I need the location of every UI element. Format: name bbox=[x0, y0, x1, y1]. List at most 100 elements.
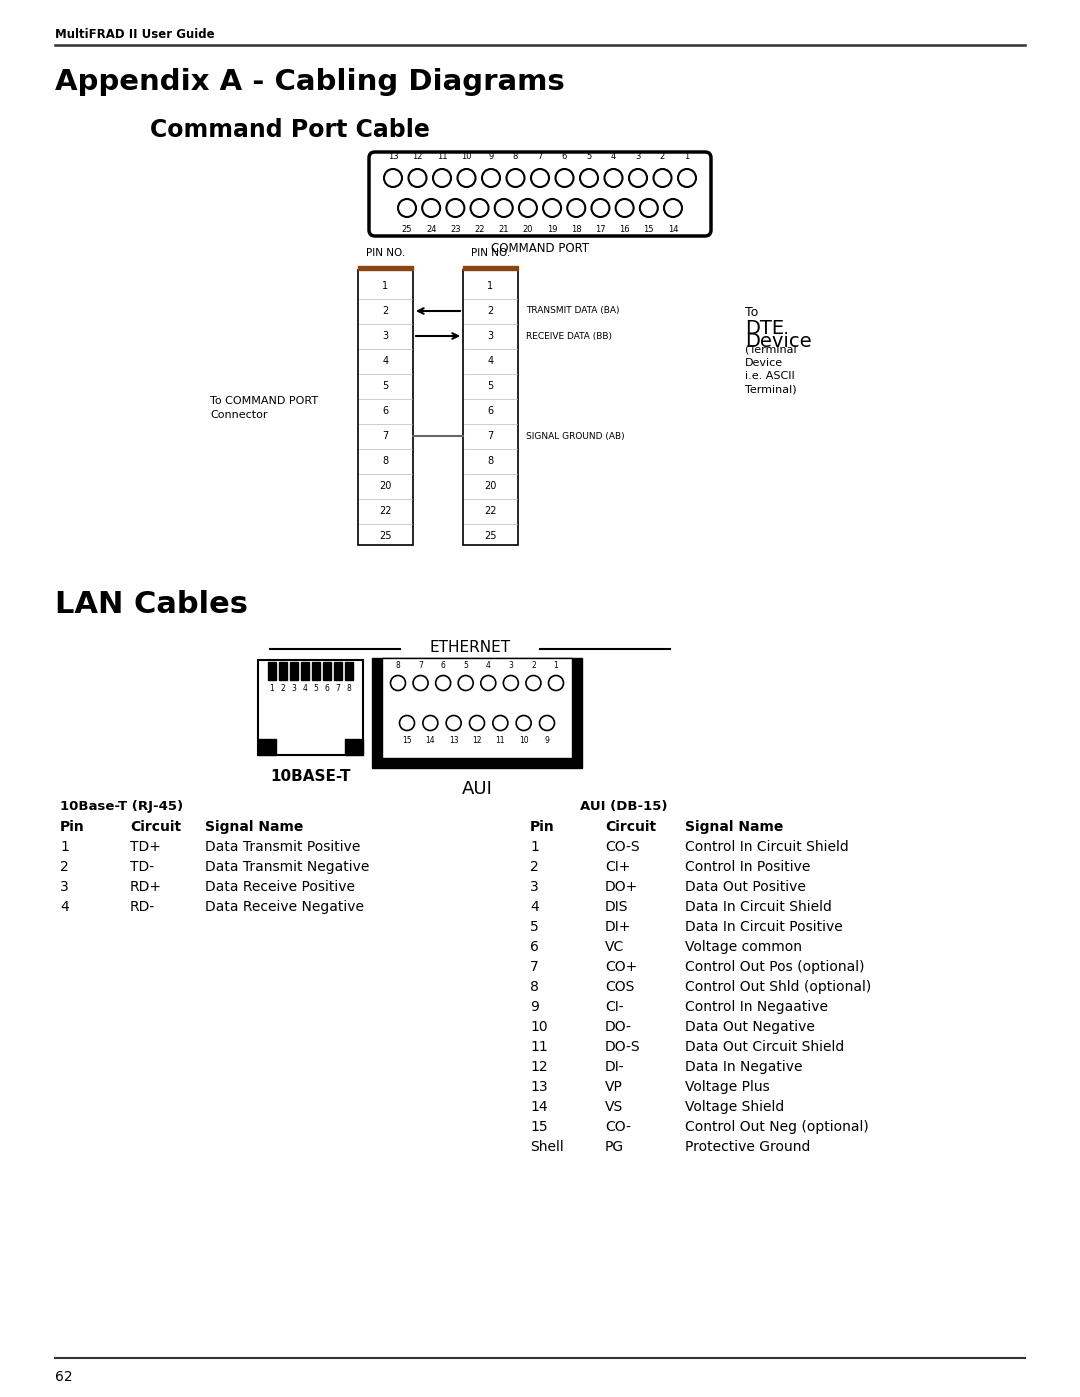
Text: 12: 12 bbox=[472, 736, 482, 745]
Text: 2: 2 bbox=[487, 306, 494, 316]
Text: 13: 13 bbox=[388, 152, 399, 161]
Bar bbox=[258, 659, 363, 754]
Circle shape bbox=[531, 169, 549, 187]
Circle shape bbox=[423, 715, 437, 731]
Text: Protective Ground: Protective Ground bbox=[685, 1140, 810, 1154]
Text: Data Transmit Negative: Data Transmit Negative bbox=[205, 861, 369, 875]
Text: Voltage Plus: Voltage Plus bbox=[685, 1080, 770, 1094]
Text: 10: 10 bbox=[518, 736, 528, 745]
Text: 10Base-T (RJ-45): 10Base-T (RJ-45) bbox=[60, 800, 184, 813]
Text: Data Out Positive: Data Out Positive bbox=[685, 880, 806, 894]
Text: 7: 7 bbox=[487, 432, 494, 441]
Text: DI-: DI- bbox=[605, 1060, 624, 1074]
Text: 9: 9 bbox=[544, 736, 550, 745]
Text: CO-: CO- bbox=[605, 1120, 631, 1134]
Text: AUI (DB-15): AUI (DB-15) bbox=[580, 800, 667, 813]
Text: PIN NO.: PIN NO. bbox=[366, 249, 405, 258]
Circle shape bbox=[492, 715, 508, 731]
Text: Data Receive Positive: Data Receive Positive bbox=[205, 880, 355, 894]
Text: Control Out Shld (optional): Control Out Shld (optional) bbox=[685, 981, 872, 995]
Text: 3: 3 bbox=[509, 661, 513, 671]
Text: 1: 1 bbox=[60, 840, 69, 854]
Bar bbox=[357, 270, 413, 545]
Text: Signal Name: Signal Name bbox=[685, 820, 783, 834]
Text: 13: 13 bbox=[449, 736, 459, 745]
Text: TD-: TD- bbox=[130, 861, 154, 875]
Text: To: To bbox=[745, 306, 758, 319]
Text: VP: VP bbox=[605, 1080, 623, 1094]
Circle shape bbox=[639, 198, 658, 217]
Circle shape bbox=[384, 169, 402, 187]
Circle shape bbox=[422, 198, 441, 217]
Text: 2: 2 bbox=[660, 152, 665, 161]
Text: VC: VC bbox=[605, 940, 624, 954]
Circle shape bbox=[555, 169, 573, 187]
Bar bbox=[345, 739, 363, 754]
Text: 16: 16 bbox=[619, 225, 630, 235]
Text: (Terminal: (Terminal bbox=[745, 345, 797, 355]
Text: 17: 17 bbox=[595, 225, 606, 235]
Text: 4: 4 bbox=[487, 356, 494, 366]
Text: Control Out Pos (optional): Control Out Pos (optional) bbox=[685, 960, 864, 974]
Text: DO+: DO+ bbox=[605, 880, 638, 894]
Text: 4: 4 bbox=[486, 661, 490, 671]
Bar bbox=[268, 662, 276, 680]
Text: 23: 23 bbox=[450, 225, 461, 235]
Text: Circuit: Circuit bbox=[130, 820, 181, 834]
Text: Control In Positive: Control In Positive bbox=[685, 861, 810, 875]
Circle shape bbox=[580, 169, 598, 187]
Text: 1: 1 bbox=[554, 661, 558, 671]
Text: 2: 2 bbox=[281, 685, 285, 693]
Circle shape bbox=[458, 169, 475, 187]
Circle shape bbox=[435, 676, 450, 690]
Text: 18: 18 bbox=[571, 225, 582, 235]
Text: Device: Device bbox=[745, 332, 812, 351]
Text: COMMAND PORT: COMMAND PORT bbox=[491, 242, 589, 256]
Text: Data In Negative: Data In Negative bbox=[685, 1060, 802, 1074]
Text: CI+: CI+ bbox=[605, 861, 631, 875]
Circle shape bbox=[540, 715, 554, 731]
Bar bbox=[372, 658, 582, 768]
Text: 3: 3 bbox=[635, 152, 640, 161]
Text: Voltage Shield: Voltage Shield bbox=[685, 1099, 784, 1113]
Text: 8: 8 bbox=[395, 661, 401, 671]
Circle shape bbox=[507, 169, 525, 187]
Text: 6: 6 bbox=[441, 661, 446, 671]
Text: Circuit: Circuit bbox=[605, 820, 657, 834]
Text: DI+: DI+ bbox=[605, 921, 632, 935]
Bar bbox=[301, 662, 309, 680]
Text: Signal Name: Signal Name bbox=[205, 820, 303, 834]
Circle shape bbox=[664, 198, 681, 217]
Text: Command Port Cable: Command Port Cable bbox=[150, 117, 430, 142]
Text: DO-S: DO-S bbox=[605, 1039, 640, 1053]
Text: Data Out Circuit Shield: Data Out Circuit Shield bbox=[685, 1039, 845, 1053]
Bar bbox=[291, 662, 298, 680]
Text: LAN Cables: LAN Cables bbox=[55, 590, 248, 619]
Circle shape bbox=[543, 198, 562, 217]
Text: 8: 8 bbox=[382, 455, 389, 467]
Circle shape bbox=[592, 198, 609, 217]
Text: Data In Circuit Positive: Data In Circuit Positive bbox=[685, 921, 842, 935]
Text: AUI: AUI bbox=[461, 780, 492, 798]
Text: PIN NO.: PIN NO. bbox=[471, 249, 510, 258]
Text: 4: 4 bbox=[530, 900, 539, 914]
Text: 20: 20 bbox=[523, 225, 534, 235]
Text: 10BASE-T: 10BASE-T bbox=[270, 768, 351, 784]
Text: SIGNAL GROUND (AB): SIGNAL GROUND (AB) bbox=[526, 432, 624, 440]
Circle shape bbox=[481, 676, 496, 690]
Circle shape bbox=[391, 676, 405, 690]
Text: Pin: Pin bbox=[530, 820, 555, 834]
Circle shape bbox=[400, 715, 415, 731]
Text: Control Out Neg (optional): Control Out Neg (optional) bbox=[685, 1120, 868, 1134]
Circle shape bbox=[495, 198, 513, 217]
Circle shape bbox=[471, 198, 488, 217]
Text: 13: 13 bbox=[530, 1080, 548, 1094]
Text: RD+: RD+ bbox=[130, 880, 162, 894]
Bar bbox=[382, 658, 572, 759]
Text: Shell: Shell bbox=[530, 1140, 564, 1154]
Text: Control In Circuit Shield: Control In Circuit Shield bbox=[685, 840, 849, 854]
Bar bbox=[463, 270, 518, 545]
Text: 8: 8 bbox=[347, 685, 351, 693]
Text: 25: 25 bbox=[402, 225, 413, 235]
Text: 9: 9 bbox=[530, 1000, 539, 1014]
